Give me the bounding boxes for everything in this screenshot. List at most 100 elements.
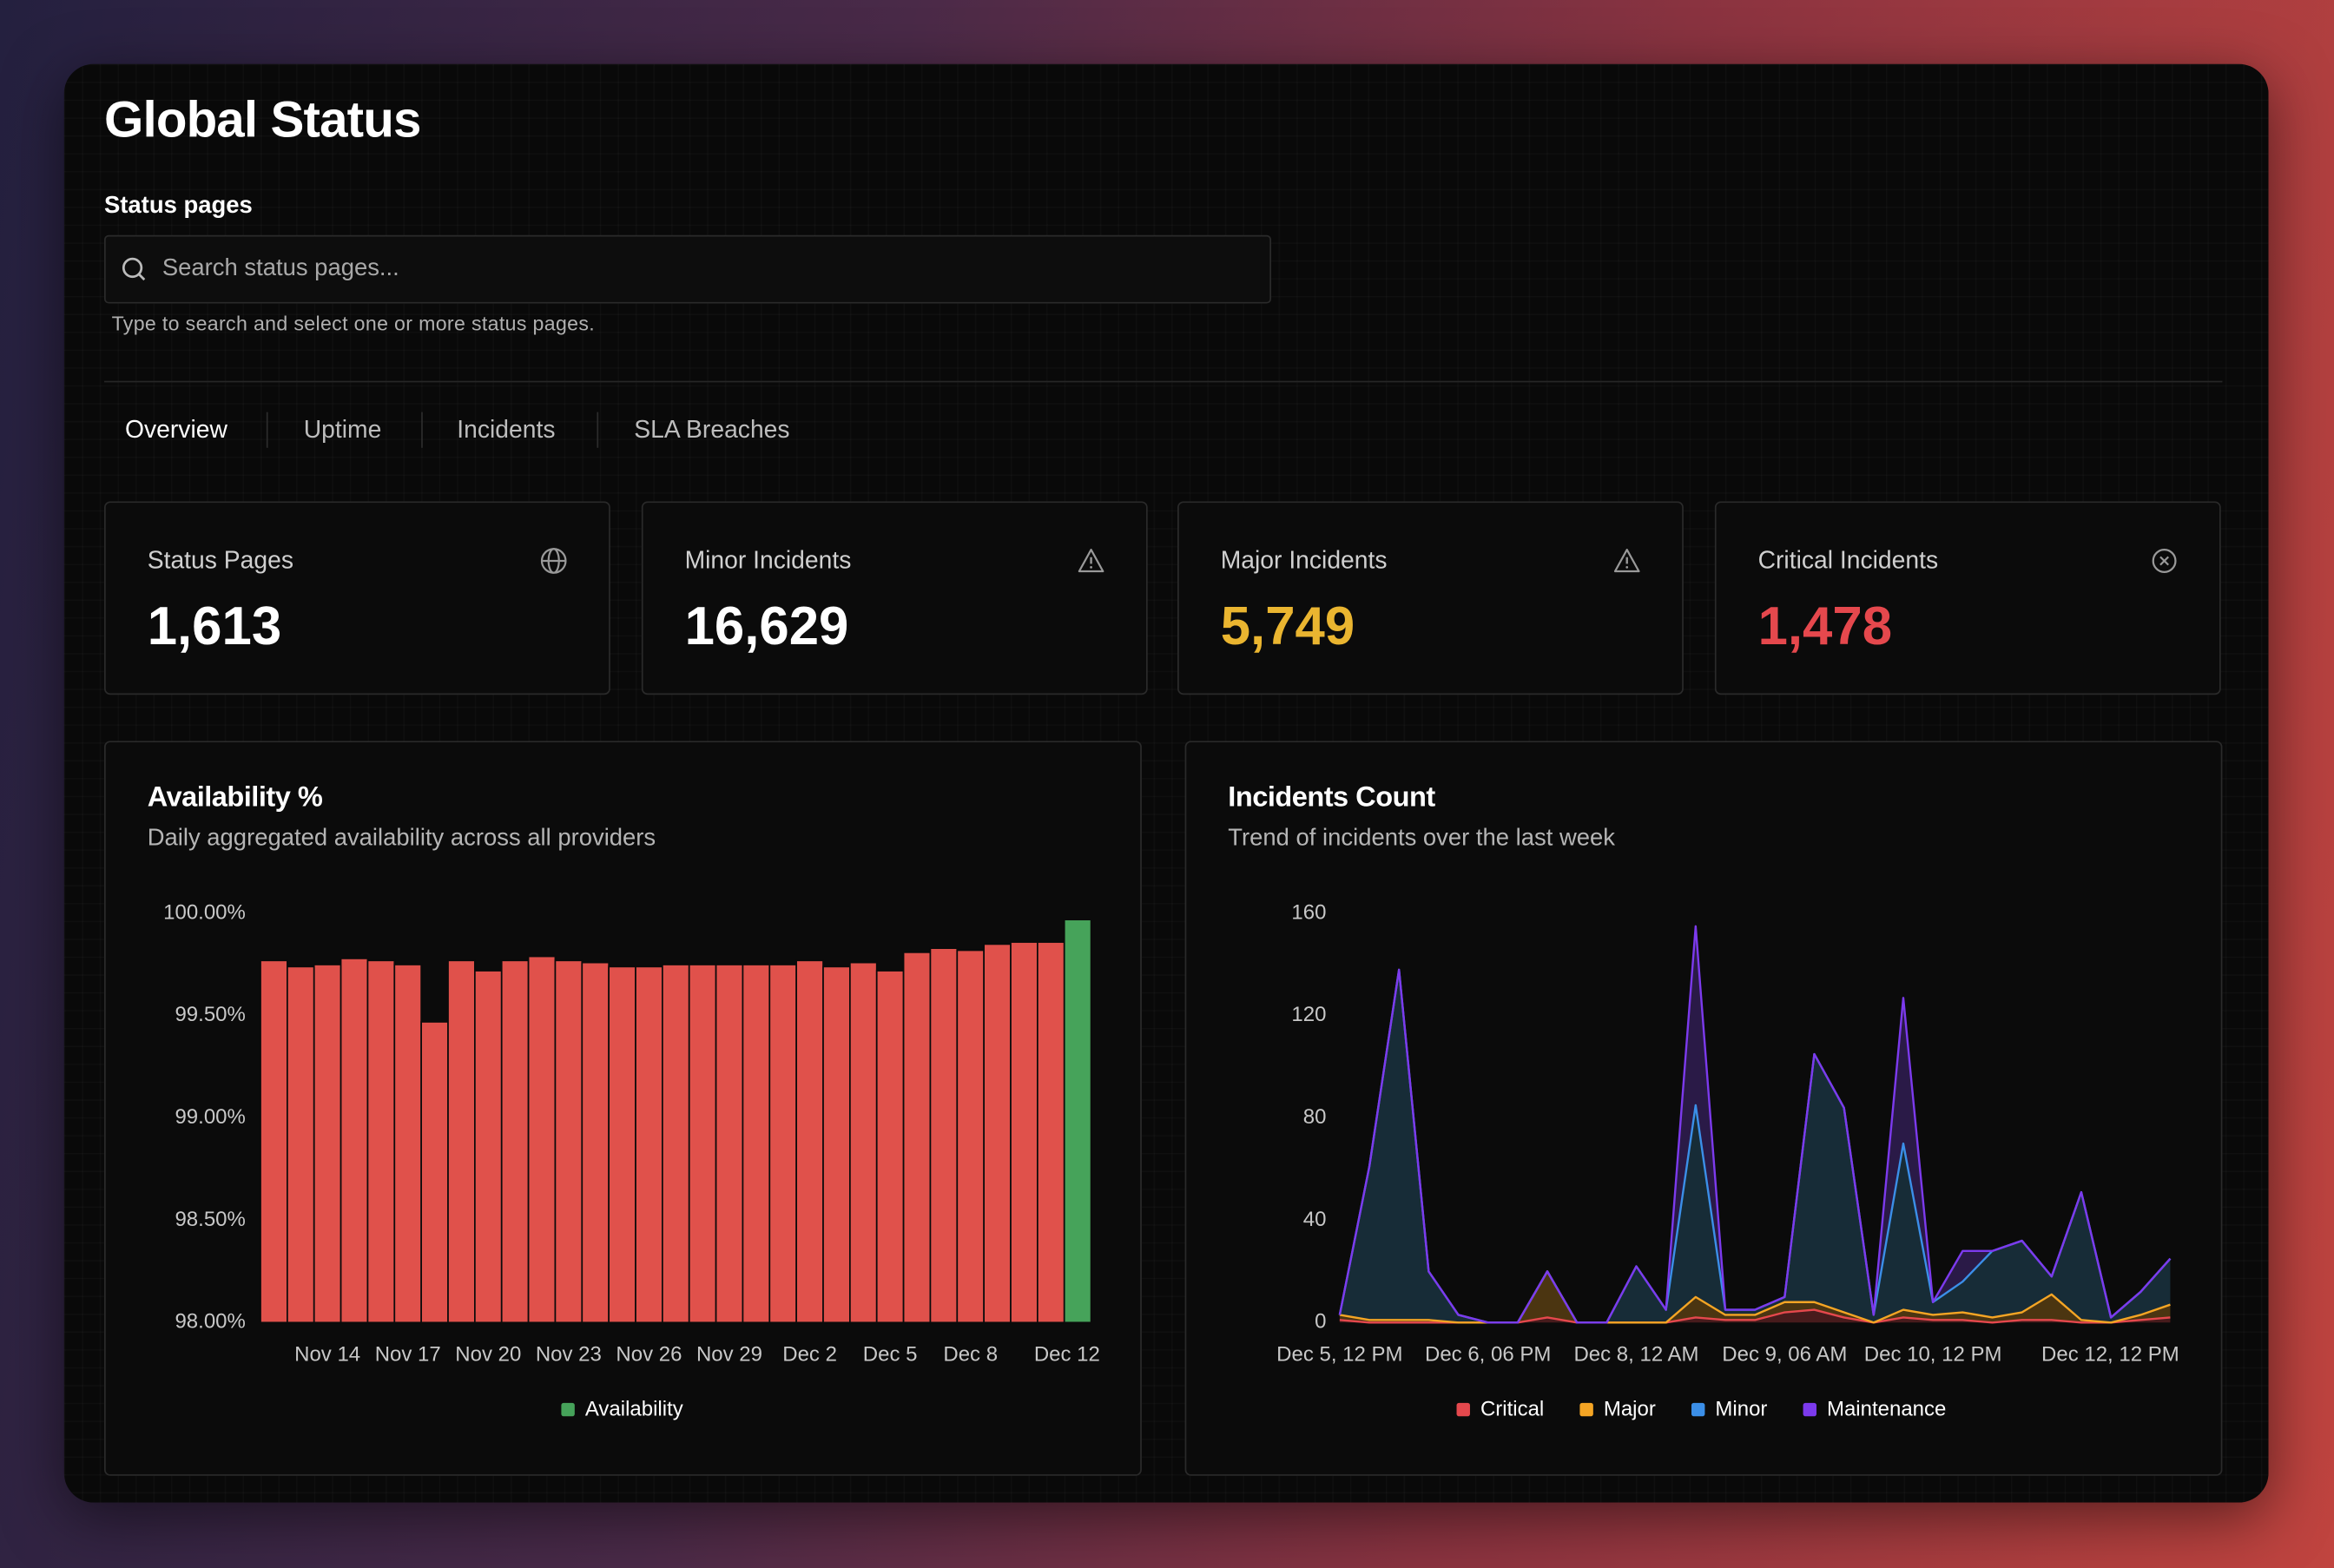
chart-subtitle: Trend of incidents over the last week — [1228, 825, 1615, 852]
bar — [260, 959, 288, 1324]
bar — [1010, 941, 1038, 1324]
bar — [447, 959, 476, 1324]
bar — [366, 959, 396, 1324]
stat-value: 5,749 — [1220, 595, 1355, 656]
bar — [956, 949, 986, 1324]
chart-subtitle: Daily aggregated availability across all… — [147, 825, 656, 852]
legend-swatch — [561, 1402, 575, 1417]
x-tick-label: Dec 8, 12 AM — [1573, 1342, 1698, 1366]
tab[interactable]: Overview — [125, 416, 227, 444]
bar — [742, 964, 771, 1324]
bar — [929, 947, 959, 1324]
bar — [795, 959, 824, 1324]
bar — [1037, 941, 1065, 1324]
bar — [420, 1021, 449, 1324]
chart-title: Availability % — [147, 782, 323, 814]
bar — [474, 970, 503, 1324]
globe-icon — [540, 548, 567, 574]
legend-label: Minor — [1715, 1398, 1767, 1421]
tab[interactable]: SLA Breaches — [634, 416, 790, 444]
stat-value: 16,629 — [684, 595, 849, 656]
x-tick-label: Dec 2 — [782, 1342, 837, 1366]
legend-swatch — [1456, 1402, 1470, 1417]
area-fill — [1339, 1271, 2171, 1323]
bar — [768, 964, 798, 1324]
y-tick-label: 99.50% — [175, 1003, 245, 1026]
x-tick-label: Dec 6, 06 PM — [1425, 1342, 1551, 1366]
y-tick-label: 40 — [1303, 1208, 1327, 1231]
y-tick-label: 160 — [1291, 900, 1326, 924]
area-line — [1338, 925, 2172, 1324]
chart-title: Incidents Count — [1228, 782, 1435, 814]
area-fill — [1339, 926, 2171, 1323]
area-fill — [1339, 1309, 2171, 1323]
tab-divider — [421, 412, 423, 448]
search-icon — [122, 257, 146, 281]
bar — [635, 965, 663, 1324]
x-tick-label: Nov 14 — [294, 1342, 360, 1366]
search-box[interactable]: Search status pages... — [104, 234, 1272, 304]
legend-swatch — [1803, 1402, 1816, 1417]
stat-label: Critical Incidents — [1757, 547, 1939, 575]
legend-label: Major — [1604, 1398, 1656, 1421]
bar — [581, 961, 610, 1324]
stat-label: Major Incidents — [1220, 547, 1388, 575]
search-placeholder: Search status pages... — [162, 255, 399, 281]
error-icon — [2152, 549, 2177, 573]
area-fill — [1339, 969, 2171, 1323]
tab[interactable]: Incidents — [457, 416, 556, 444]
y-tick-label: 98.00% — [175, 1310, 245, 1334]
stat-card: Status Pages 1,613 — [104, 501, 610, 695]
x-tick-label: Dec 10, 12 PM — [1864, 1342, 2002, 1366]
legend-swatch — [1579, 1402, 1593, 1417]
x-tick-label: Dec 8 — [943, 1342, 998, 1366]
bar — [849, 961, 878, 1324]
bar — [983, 943, 1012, 1324]
bar — [608, 965, 636, 1324]
divider — [104, 380, 2223, 383]
tab-divider — [266, 412, 268, 448]
x-tick-label: Nov 17 — [375, 1342, 441, 1366]
y-tick-label: 120 — [1291, 1003, 1326, 1026]
legend-label: Maintenance — [1827, 1398, 1946, 1421]
x-tick-label: Dec 12, 12 PM — [2041, 1342, 2179, 1366]
bar — [393, 964, 423, 1324]
bar — [688, 964, 717, 1324]
x-tick-label: Dec 5, 12 PM — [1276, 1342, 1402, 1366]
chart-panel: Incidents Count Trend of incidents over … — [1184, 741, 2223, 1476]
stat-value: 1,478 — [1757, 595, 1893, 656]
x-tick-label: Nov 26 — [616, 1342, 682, 1366]
stat-card: Critical Incidents 1,478 — [1714, 501, 2221, 695]
warning-icon — [1078, 549, 1104, 573]
y-tick-label: 80 — [1303, 1105, 1327, 1129]
search-hint: Type to search and select one or more st… — [111, 312, 596, 335]
x-tick-label: Nov 29 — [696, 1342, 762, 1366]
bar — [662, 964, 690, 1324]
legend-swatch — [1691, 1402, 1705, 1417]
bar — [875, 970, 905, 1324]
y-tick-label: 100.00% — [163, 900, 246, 924]
legend-label: Availability — [585, 1398, 683, 1421]
bar — [822, 965, 851, 1324]
bar — [527, 955, 557, 1324]
y-tick-label: 99.00% — [175, 1105, 245, 1129]
area-line — [1339, 1270, 2171, 1324]
legend-label: Critical — [1480, 1398, 1544, 1421]
bar — [715, 964, 744, 1324]
x-tick-label: Dec 12 — [1034, 1342, 1100, 1366]
x-tick-label: Dec 9, 06 AM — [1722, 1342, 1847, 1366]
stat-label: Status Pages — [147, 547, 293, 575]
bar — [287, 965, 315, 1324]
search-label: Status pages — [104, 193, 253, 219]
x-tick-label: Nov 20 — [455, 1342, 521, 1366]
tab[interactable]: Uptime — [303, 416, 382, 444]
y-tick-label: 0 — [1315, 1310, 1326, 1334]
page-title: Global Status — [104, 92, 421, 149]
bar — [1063, 919, 1092, 1324]
x-tick-label: Nov 23 — [536, 1342, 602, 1366]
bar — [554, 959, 584, 1324]
tab-divider — [597, 412, 599, 448]
x-tick-label: Dec 5 — [863, 1342, 918, 1366]
